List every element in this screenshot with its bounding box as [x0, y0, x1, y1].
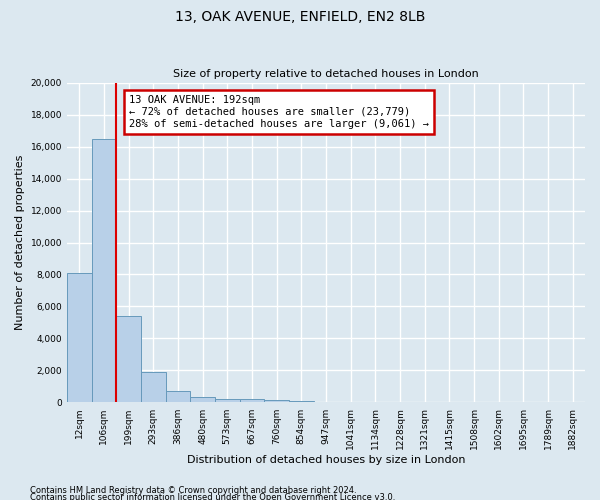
Bar: [116, 316, 141, 402]
Text: Contains public sector information licensed under the Open Government Licence v3: Contains public sector information licen…: [30, 494, 395, 500]
Text: Contains HM Land Registry data © Crown copyright and database right 2024.: Contains HM Land Registry data © Crown c…: [30, 486, 356, 495]
Text: 13, OAK AVENUE, ENFIELD, EN2 8LB: 13, OAK AVENUE, ENFIELD, EN2 8LB: [175, 10, 425, 24]
Y-axis label: Number of detached properties: Number of detached properties: [15, 155, 25, 330]
X-axis label: Distribution of detached houses by size in London: Distribution of detached houses by size …: [187, 455, 465, 465]
Bar: [264, 400, 289, 402]
Bar: [92, 138, 116, 402]
Bar: [215, 399, 239, 402]
Text: 13 OAK AVENUE: 192sqm
← 72% of detached houses are smaller (23,779)
28% of semi-: 13 OAK AVENUE: 192sqm ← 72% of detached …: [129, 96, 429, 128]
Title: Size of property relative to detached houses in London: Size of property relative to detached ho…: [173, 69, 479, 79]
Bar: [289, 401, 314, 402]
Bar: [166, 392, 190, 402]
Bar: [239, 400, 264, 402]
Bar: [67, 273, 92, 402]
Bar: [141, 372, 166, 402]
Bar: [190, 397, 215, 402]
